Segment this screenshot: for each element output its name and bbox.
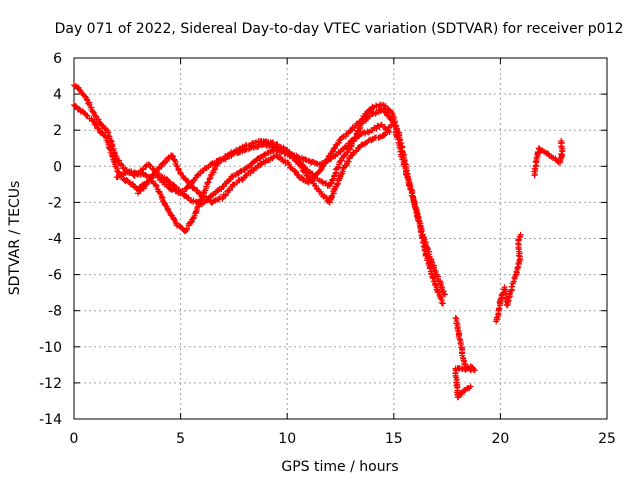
y-tick-label: 2 — [53, 123, 62, 139]
y-tick-label: 0 — [53, 159, 62, 175]
y-tick-label: -2 — [48, 195, 62, 211]
y-axis-label: SDTVAR / TECUs — [7, 181, 23, 296]
x-axis-label: GPS time / hours — [281, 459, 398, 475]
x-tick-label: 5 — [176, 431, 185, 447]
y-tick-label: -8 — [48, 304, 62, 320]
series-track-1 — [71, 101, 393, 197]
y-tick-label: -14 — [39, 412, 62, 428]
data-point-markers — [134, 101, 446, 307]
y-tick-label: 4 — [53, 87, 62, 103]
grid — [74, 58, 607, 419]
y-tick-label: -10 — [39, 340, 62, 356]
y-tick-label: -4 — [48, 232, 62, 248]
x-tick-label: 25 — [598, 431, 616, 447]
data-point-markers — [71, 82, 395, 235]
data-point-markers — [71, 101, 393, 197]
y-tick-label: 6 — [53, 51, 62, 67]
x-tick-labels: 0 5 10 15 20 25 — [70, 431, 616, 447]
data-point-markers — [452, 314, 478, 401]
data-point-markers — [493, 231, 524, 325]
series-track-6 — [493, 231, 524, 325]
y-tick-label: -6 — [48, 268, 62, 284]
x-tick-label: 15 — [385, 431, 403, 447]
y-tick-label: -12 — [39, 376, 62, 392]
data-series — [71, 82, 566, 401]
data-point-markers — [531, 138, 566, 179]
x-tick-label: 20 — [491, 431, 509, 447]
x-tick-label: 0 — [70, 431, 79, 447]
y-tick-labels: -14 -12 -10 -8 -6 -4 -2 0 2 4 6 — [39, 51, 62, 428]
series-track-5 — [452, 314, 478, 401]
series-track-4 — [134, 101, 446, 307]
x-tick-label: 10 — [278, 431, 296, 447]
series-track-7 — [531, 138, 566, 179]
chart-title: Day 071 of 2022, Sidereal Day-to-day VTE… — [55, 21, 624, 37]
plot-frame — [73, 57, 608, 420]
series-track-2 — [71, 82, 395, 235]
